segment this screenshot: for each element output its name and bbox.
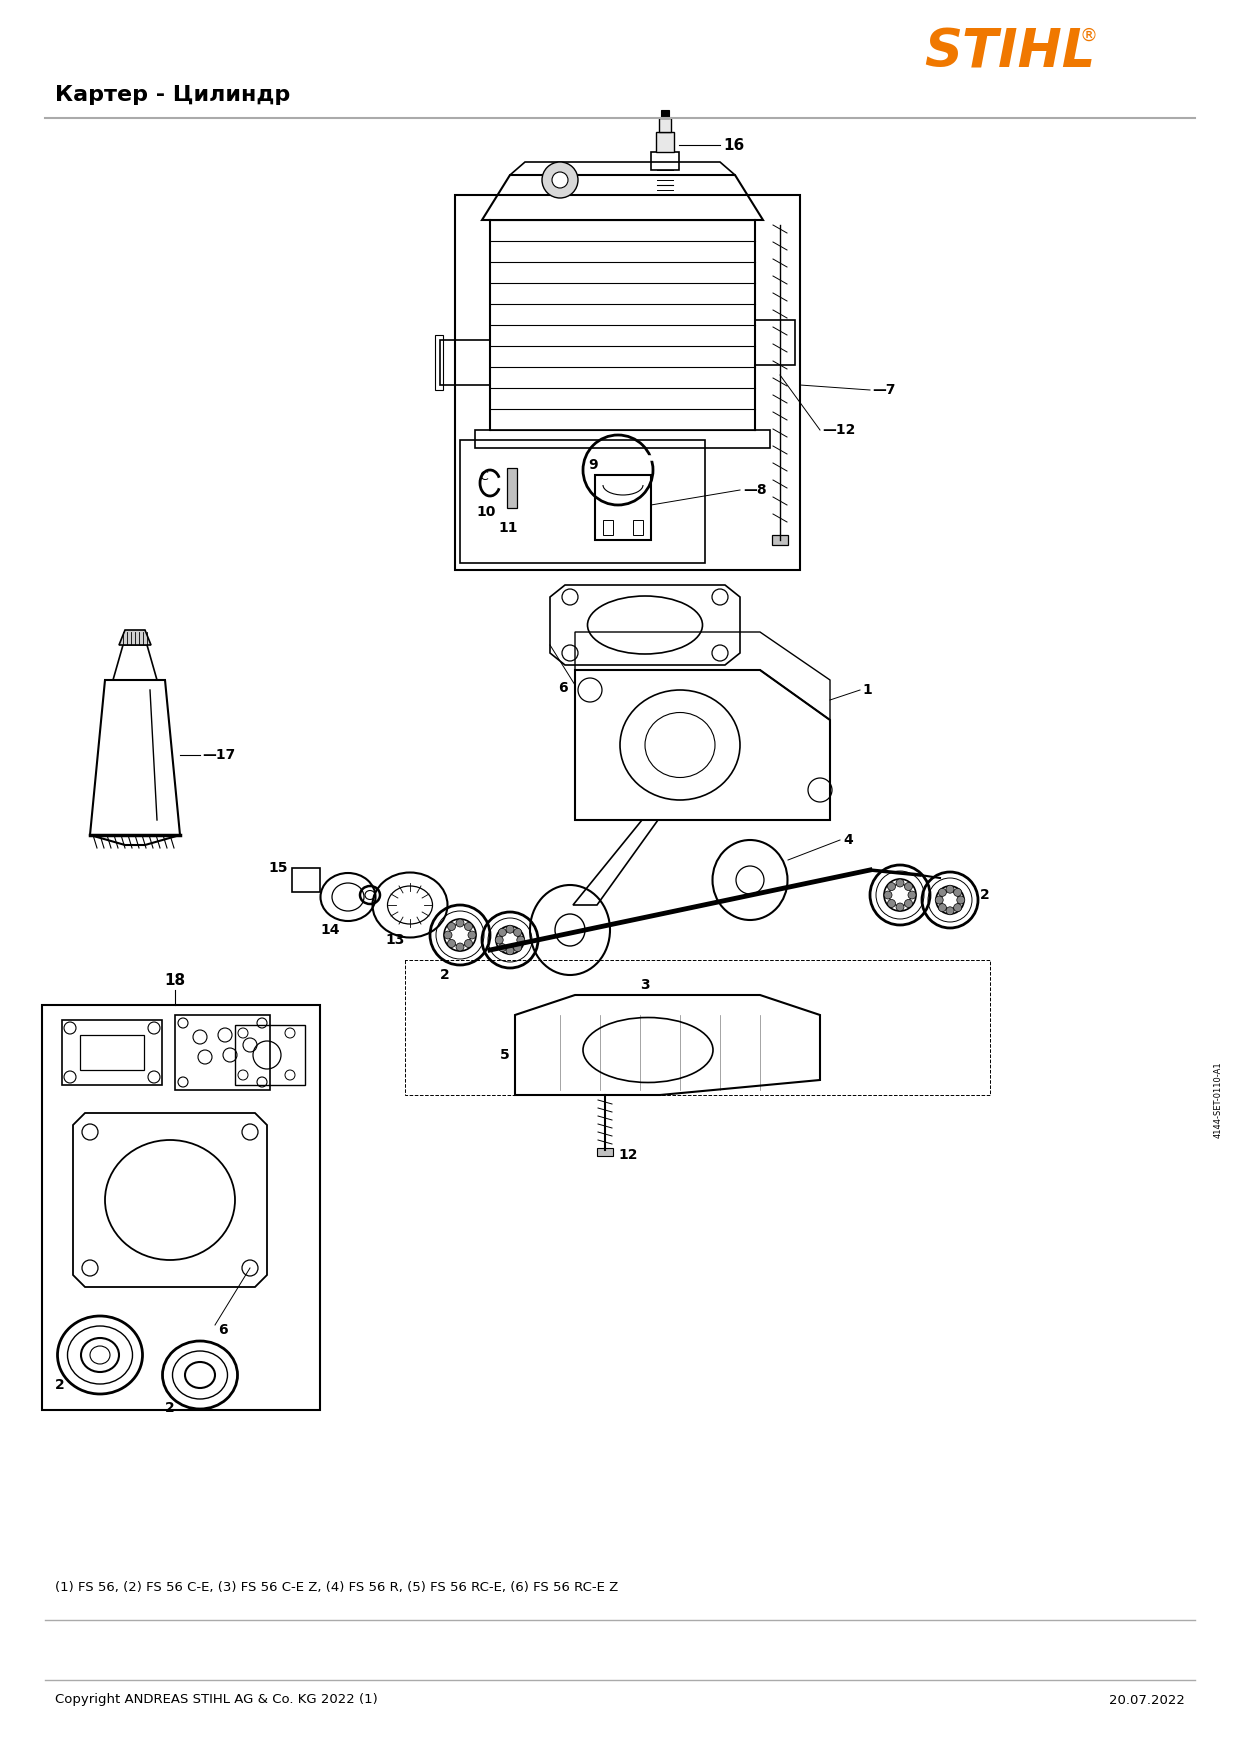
- Text: STIHL: STIHL: [924, 26, 1096, 77]
- Text: 1: 1: [862, 684, 872, 698]
- Text: (1) FS 56, (2) FS 56 C-E, (3) FS 56 C-E Z, (4) FS 56 R, (5) FS 56 RC-E, (6) FS 5: (1) FS 56, (2) FS 56 C-E, (3) FS 56 C-E …: [55, 1581, 619, 1595]
- Circle shape: [456, 943, 464, 950]
- Text: Картер - Цилиндр: Картер - Цилиндр: [55, 84, 290, 105]
- Bar: [291, 868, 320, 892]
- Circle shape: [904, 882, 913, 891]
- Text: 5: 5: [500, 1048, 510, 1062]
- Text: 10: 10: [476, 505, 495, 519]
- Bar: [507, 468, 517, 508]
- Text: 15: 15: [268, 861, 288, 875]
- Circle shape: [498, 943, 506, 952]
- Text: 2: 2: [165, 1401, 175, 1415]
- Circle shape: [904, 899, 913, 908]
- Circle shape: [954, 889, 962, 896]
- Text: C: C: [480, 470, 489, 482]
- Text: —7: —7: [872, 382, 895, 396]
- Text: —17: —17: [202, 749, 236, 763]
- Circle shape: [888, 882, 895, 891]
- Circle shape: [513, 943, 522, 952]
- Bar: [632, 521, 644, 535]
- Bar: [658, 117, 671, 131]
- Text: —8: —8: [743, 484, 766, 498]
- Bar: [755, 321, 795, 365]
- Text: 2: 2: [980, 889, 990, 903]
- Circle shape: [506, 947, 515, 955]
- Circle shape: [448, 940, 455, 947]
- Text: 9: 9: [588, 458, 598, 472]
- Bar: [42, 1004, 320, 1409]
- Bar: [175, 1015, 270, 1090]
- Bar: [455, 195, 800, 570]
- Bar: [236, 1026, 305, 1085]
- Circle shape: [456, 919, 464, 927]
- Circle shape: [467, 931, 476, 940]
- Text: 20.07.2022: 20.07.2022: [1109, 1693, 1185, 1706]
- Circle shape: [954, 903, 962, 912]
- Circle shape: [935, 896, 944, 905]
- Circle shape: [897, 903, 904, 912]
- Text: 18: 18: [165, 973, 186, 987]
- Circle shape: [908, 891, 916, 899]
- Text: ®: ®: [1079, 26, 1097, 46]
- Circle shape: [513, 929, 522, 936]
- Text: 13: 13: [384, 933, 404, 947]
- Bar: [656, 131, 675, 153]
- Circle shape: [888, 899, 895, 908]
- Text: 2: 2: [440, 968, 450, 982]
- Circle shape: [897, 878, 904, 887]
- Circle shape: [939, 903, 946, 912]
- Circle shape: [939, 889, 946, 896]
- Bar: [661, 110, 670, 117]
- Text: —12: —12: [822, 422, 856, 436]
- Bar: [475, 429, 770, 449]
- Text: 6: 6: [218, 1324, 228, 1338]
- Circle shape: [495, 936, 503, 945]
- Bar: [81, 1034, 144, 1069]
- Circle shape: [884, 891, 892, 899]
- Circle shape: [957, 896, 965, 905]
- Bar: [596, 1148, 613, 1155]
- Circle shape: [552, 172, 568, 188]
- Text: 3: 3: [640, 978, 650, 992]
- Circle shape: [465, 940, 472, 947]
- Circle shape: [448, 922, 455, 931]
- Bar: [440, 340, 490, 386]
- Circle shape: [465, 922, 472, 931]
- Text: 14: 14: [320, 924, 340, 938]
- Bar: [460, 440, 706, 563]
- Bar: [773, 535, 787, 545]
- Circle shape: [946, 906, 954, 915]
- Text: 6: 6: [558, 680, 568, 694]
- Circle shape: [542, 161, 578, 198]
- Bar: [603, 521, 613, 535]
- Circle shape: [444, 931, 453, 940]
- Bar: [62, 1020, 162, 1085]
- Bar: [595, 475, 651, 540]
- Circle shape: [506, 926, 515, 933]
- Polygon shape: [119, 629, 151, 645]
- Circle shape: [946, 885, 954, 894]
- Text: 4: 4: [843, 833, 853, 847]
- Circle shape: [498, 929, 506, 936]
- Circle shape: [517, 936, 525, 945]
- Text: 2: 2: [55, 1378, 64, 1392]
- Bar: [435, 335, 443, 389]
- Text: 11: 11: [498, 521, 517, 535]
- Text: 12: 12: [618, 1148, 637, 1162]
- Text: 4144-SET-0110-A1: 4144-SET-0110-A1: [1214, 1062, 1223, 1138]
- Text: Copyright ANDREAS STIHL AG & Co. KG 2022 (1): Copyright ANDREAS STIHL AG & Co. KG 2022…: [55, 1693, 378, 1706]
- Text: 16: 16: [723, 137, 744, 153]
